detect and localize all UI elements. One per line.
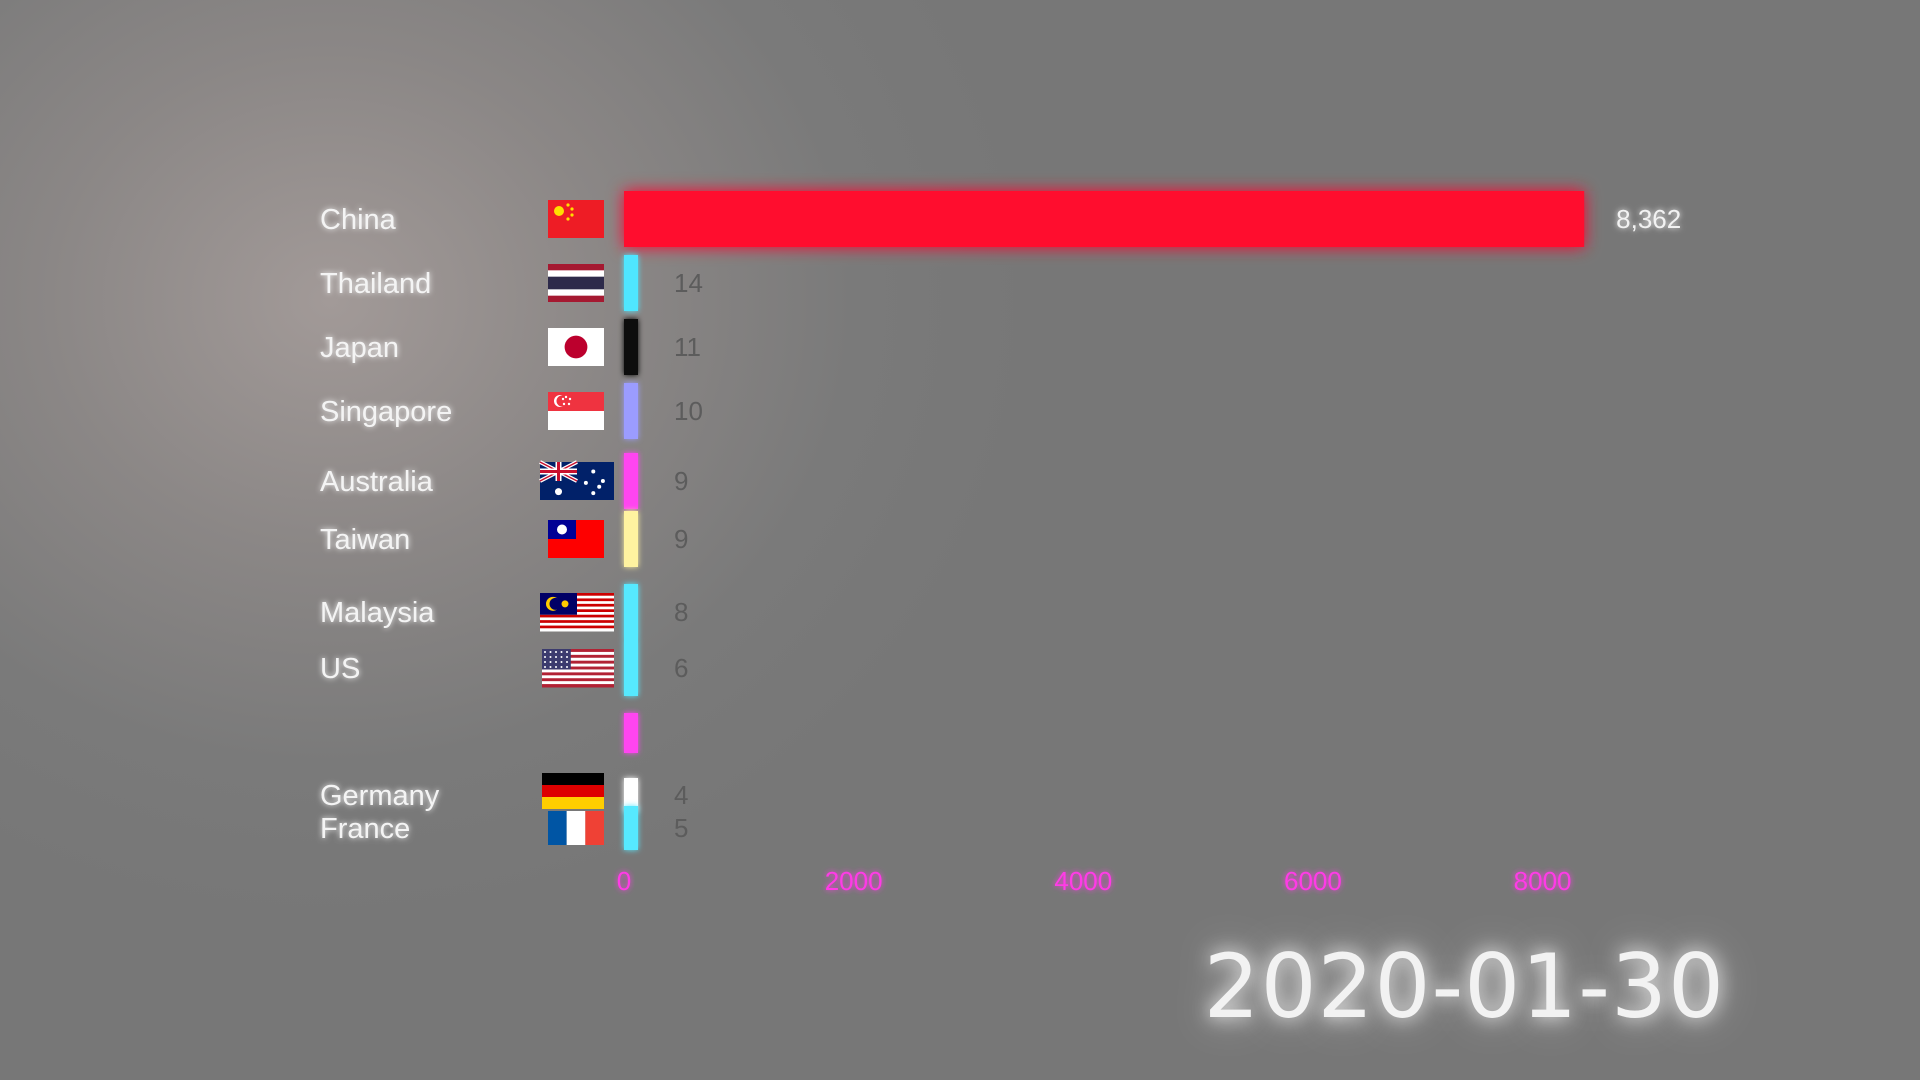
value-label-singapore: 10 [674,396,703,426]
bar-australia [624,453,638,509]
value-label-thailand: 14 [674,268,703,298]
country-label-malaysia: Malaysia [320,597,435,629]
country-label-singapore: Singapore [320,396,452,428]
japan-flag-icon [548,328,604,366]
value-label-us: 6 [674,653,688,683]
bar-malaysia [624,584,638,640]
bar-thailand [624,255,638,311]
country-label-china: China [320,204,397,236]
france-flag-icon [548,811,604,845]
bar-japan [624,319,638,375]
country-labels: China Thailand Japan Singapore Australia Taiw… [320,204,452,845]
value-labels: 8,362 14 11 10 9 9 8 6 45 [674,204,1681,843]
date-label: 2020-01-30 [1203,935,1725,1038]
x-axis-ticks: 0 2000 4000 6000 8000 [617,866,1572,896]
bar-germany [624,778,638,812]
country-label-us: US [320,653,360,685]
country-label-thailand: Thailand [320,268,431,300]
us-flag-icon [542,649,614,688]
malaysia-flag-icon [540,593,614,632]
country-label-australia: Australia [320,466,434,498]
value-label-taiwan: 9 [674,524,688,554]
country-label-france: France [320,813,410,845]
taiwan-flag-icon [548,520,604,558]
value-label-germany: 4 [674,780,688,810]
bar-singapore [624,383,638,439]
country-label-japan: Japan [320,332,399,364]
x-tick-label-2000: 2000 [825,866,883,896]
singapore-flag-icon [548,392,604,430]
value-label-australia: 9 [674,466,688,496]
bars [624,191,1585,850]
value-label-japan: 11 [674,332,701,362]
country-label-taiwan: Taiwan [320,524,410,556]
value-label-france: 5 [674,813,688,843]
value-label-malaysia: 8 [674,597,688,627]
gridlines [850,245,1546,858]
x-tick-label-0: 0 [617,866,631,896]
australia-flag-icon [539,460,614,500]
value-label-china: 8,362 [1616,204,1681,234]
bar-china [624,191,1585,247]
x-tick-label-6000: 6000 [1284,866,1342,896]
x-tick-label-8000: 8000 [1514,866,1572,896]
country-label-germany: Germany [320,780,440,812]
flags [539,200,614,845]
bar-unlabeled [624,713,638,753]
x-tick-label-4000: 4000 [1054,866,1112,896]
bar-taiwan [624,511,638,567]
bar-france [624,806,638,850]
bar-us [624,640,638,696]
germany-flag-icon [542,773,604,809]
thailand-flag-icon [548,264,604,302]
china-flag-icon [548,200,604,238]
